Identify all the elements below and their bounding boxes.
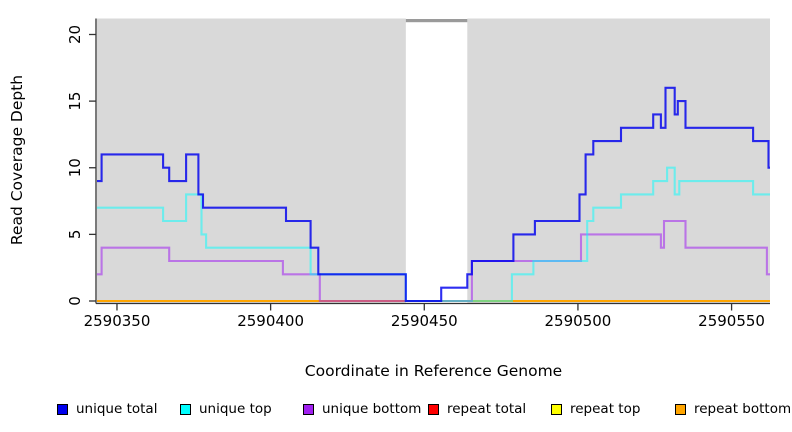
legend-label: unique bottom [322, 401, 422, 417]
legend-label: repeat total [447, 401, 527, 417]
legend-item-repeat-total: repeat total [428, 401, 526, 417]
x-tick-label: 2590450 [391, 312, 458, 330]
x-tick-label: 2590400 [237, 312, 304, 330]
legend-item-repeat-top: repeat top [551, 401, 640, 417]
series-line-unique-bottom [97, 219, 770, 303]
y-tick-label: 5 [66, 230, 84, 240]
legend-item-unique-total: unique total [57, 401, 157, 417]
legend-swatch-unique-top [180, 403, 191, 415]
y-tick-label: 10 [66, 158, 84, 177]
y-tick-label: 0 [66, 296, 84, 306]
legend-item-unique-top: unique top [180, 401, 272, 417]
series-line-unique-top [97, 166, 770, 303]
series-line-unique-total [97, 86, 770, 303]
shaded-region-0 [97, 18, 406, 304]
x-axis-title: Coordinate in Reference Genome [304, 362, 563, 380]
x-tick-label: 2590500 [545, 312, 612, 330]
legend-label: unique total [76, 401, 158, 417]
legend-swatch-repeat-top [551, 403, 562, 415]
legend-swatch-unique-bottom [303, 403, 314, 415]
legend-label: unique top [199, 401, 272, 417]
legend-swatch-repeat-total [428, 403, 439, 415]
y-tick-label: 20 [66, 25, 84, 44]
shaded-region-1 [467, 18, 770, 304]
y-axis-title: Read Coverage Depth [8, 74, 26, 246]
legend-item-repeat-bottom: repeat bottom [675, 401, 791, 417]
legend-swatch-repeat-bottom [675, 403, 686, 415]
x-tick-label: 2590550 [698, 312, 765, 330]
gap-top-bar [405, 19, 468, 23]
legend-label: repeat bottom [694, 401, 792, 417]
legend-item-unique-bottom: unique bottom [303, 401, 421, 417]
y-tick-label: 15 [66, 92, 84, 111]
legend-swatch-unique-total [57, 403, 68, 415]
x-tick-label: 2590350 [84, 312, 151, 330]
legend-label: repeat top [570, 401, 641, 417]
